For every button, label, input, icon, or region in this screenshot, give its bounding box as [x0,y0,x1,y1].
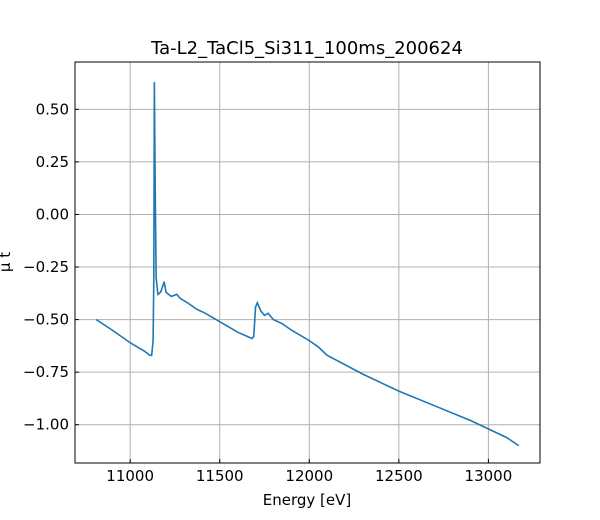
y-tick-label: 0.00 [36,205,69,223]
y-tick-label: 0.50 [36,100,69,118]
y-tick-label: −0.75 [23,363,69,381]
x-tick-label: 11500 [196,467,244,485]
y-tick-label: −1.00 [23,416,69,434]
x-tick-label: 13000 [465,467,513,485]
x-axis-label: Energy [eV] [263,491,351,509]
y-axis-label: μ t [0,252,14,272]
y-tick-label: −0.50 [23,311,69,329]
x-tick-label: 12500 [375,467,423,485]
y-tick-label: 0.25 [36,153,69,171]
x-tick-label: 11000 [106,467,154,485]
x-tick-label: 12000 [285,467,333,485]
y-tick-label: −0.25 [23,258,69,276]
data-line [95,81,520,447]
chart-title: Ta-L2_TaCl5_Si311_100ms_200624 [150,38,463,59]
plot-frame [74,61,541,464]
